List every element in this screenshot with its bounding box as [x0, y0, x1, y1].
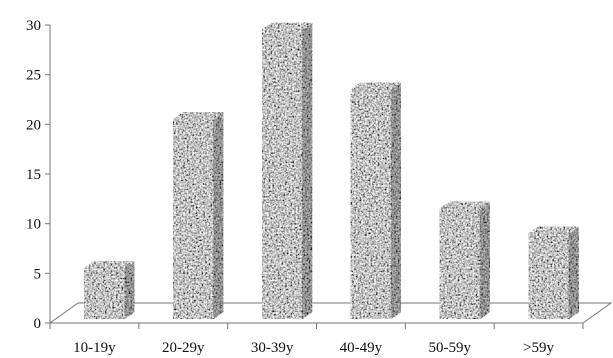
bar-side-shade — [479, 201, 490, 319]
bar-front-face — [439, 208, 481, 320]
y-tick-label: 20 — [26, 117, 41, 133]
y-tick-label: 30 — [26, 18, 41, 34]
y-axis: 0 5 10 15 20 25 30 — [26, 18, 51, 332]
x-category-label: 30-39y — [251, 340, 294, 356]
x-axis: 10-19y 20-29y 30-39y 40-49y 50-59y >59y — [49, 322, 584, 356]
bar-top-face — [260, 22, 314, 31]
bar-side-shade — [568, 226, 579, 319]
bar — [171, 111, 225, 320]
bar-front-face — [261, 29, 303, 320]
y-tick-label: 0 — [34, 316, 42, 332]
bar-top-face — [438, 201, 492, 210]
x-category-label: 40-49y — [340, 340, 383, 356]
bar-front-face — [84, 267, 125, 320]
x-category-label: 20-29y — [162, 340, 205, 356]
bar-side-shade — [390, 82, 401, 319]
bar — [527, 225, 580, 320]
bar-top-face — [527, 226, 580, 235]
bar-side-shade — [213, 112, 224, 319]
bar — [260, 22, 314, 320]
x-category-label: 10-19y — [73, 340, 116, 356]
y-tick-label: 15 — [26, 167, 41, 183]
x-category-label: 50-59y — [429, 340, 472, 356]
bar-front-face — [172, 118, 214, 320]
y-tick-label: 25 — [26, 68, 41, 84]
bars — [83, 22, 580, 320]
y-tick-label: 5 — [34, 266, 42, 282]
y-tick-label: 10 — [26, 217, 41, 233]
bar — [438, 200, 492, 320]
bar-front-face — [350, 89, 392, 320]
bar-top-face — [83, 260, 136, 269]
bar-front-face — [528, 233, 569, 320]
bar-top-face — [349, 82, 403, 90]
bar-top-face — [171, 111, 225, 120]
bar-side-shade — [302, 22, 313, 319]
x-category-label: >59y — [523, 340, 554, 356]
bar — [83, 260, 136, 320]
bar-side-shade — [124, 261, 135, 319]
bar — [349, 81, 403, 320]
